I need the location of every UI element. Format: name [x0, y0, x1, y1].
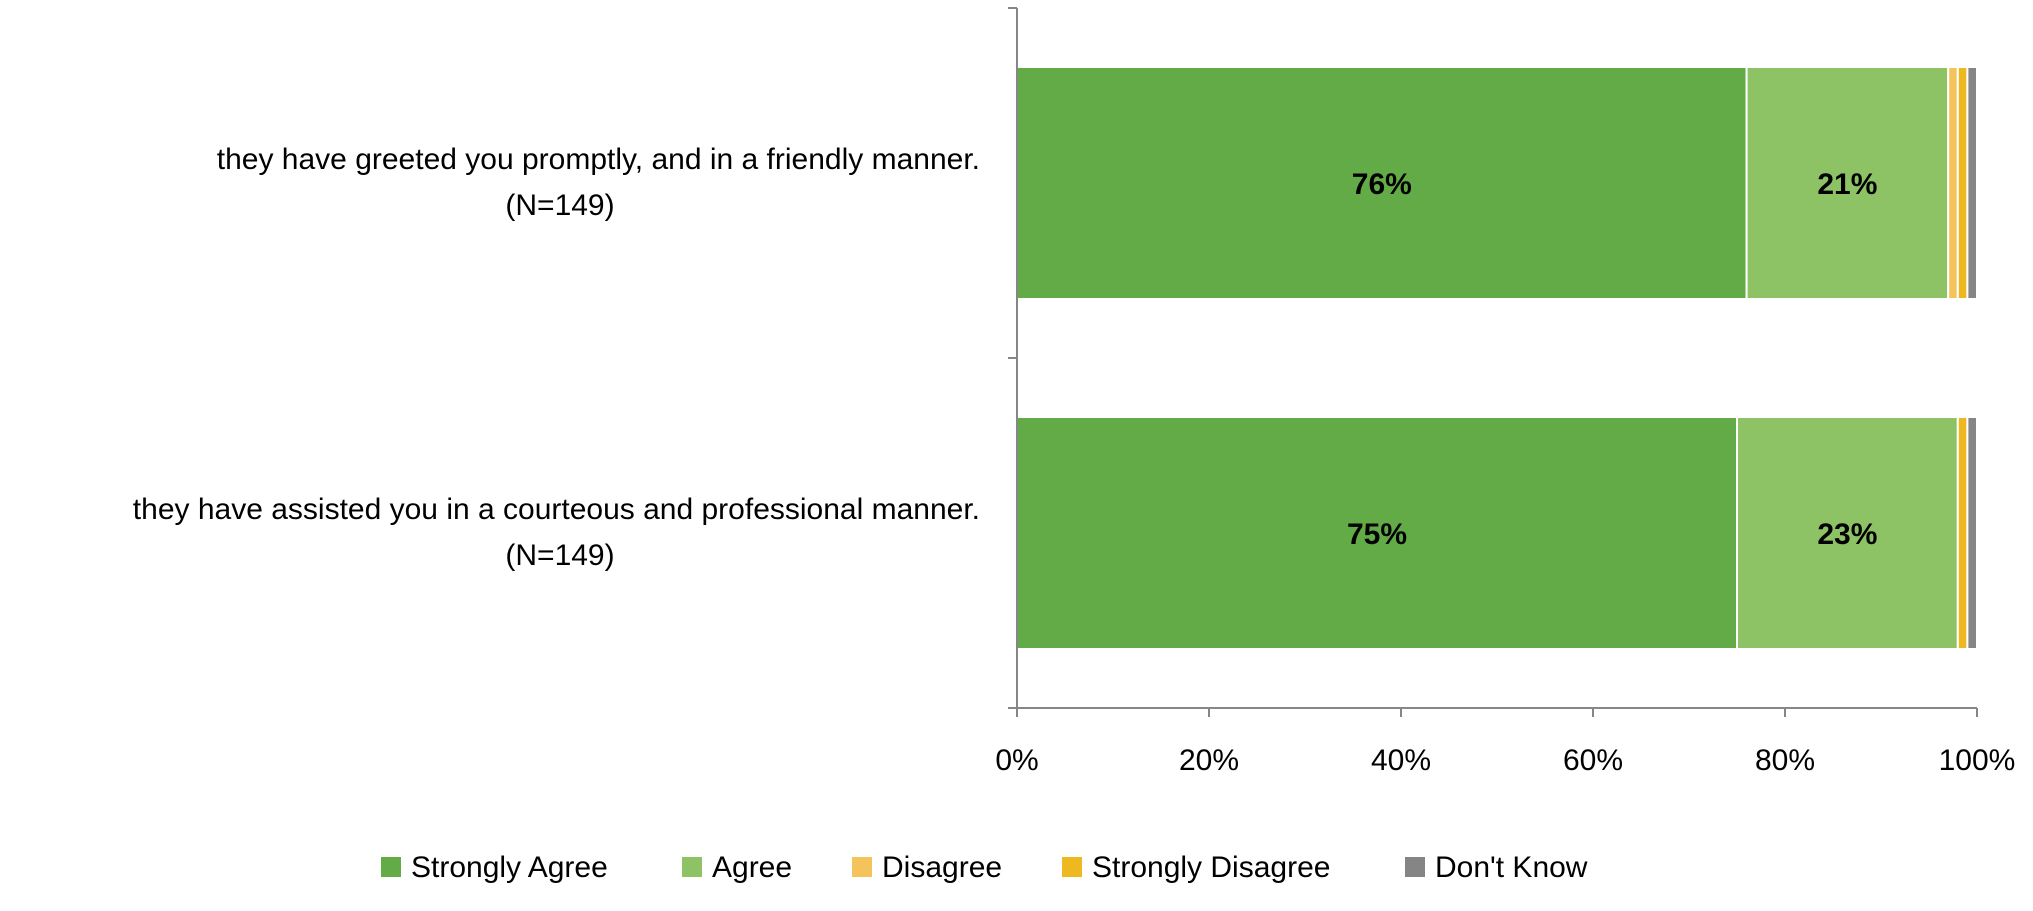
bar-segment: [1956, 66, 1969, 300]
bar-segment: [1016, 416, 1738, 650]
data-labels-group: 76% 21% 75% 23%: [1347, 168, 1877, 551]
bar-segment: [1016, 66, 1748, 300]
legend-label: Disagree: [882, 851, 1002, 884]
axes-group: 0% 20% 40% 60% 80% 100%: [995, 7, 2016, 777]
legend-swatch: [682, 857, 702, 877]
data-label: 21%: [1817, 168, 1877, 201]
bar-segment: [1736, 416, 1959, 650]
bar-segment: [1947, 66, 1959, 300]
x-tick-label: 0%: [995, 744, 1038, 777]
data-label: 76%: [1352, 168, 1412, 201]
x-tick-label: 40%: [1371, 744, 1431, 777]
bar-segment: [1956, 416, 1969, 650]
x-tick-label: 60%: [1563, 744, 1623, 777]
x-tick-label: 80%: [1755, 744, 1815, 777]
legend-swatch: [381, 857, 401, 877]
bar-segment: [1966, 416, 1979, 650]
data-label: 75%: [1347, 518, 1407, 551]
legend-label: Strongly Disagree: [1092, 851, 1330, 884]
category-label: (N=149): [505, 539, 614, 572]
category-label: they have greeted you promptly, and in a…: [217, 143, 980, 176]
data-label: 23%: [1817, 518, 1877, 551]
legend-label: Strongly Agree: [411, 851, 608, 884]
x-tick-label: 20%: [1179, 744, 1239, 777]
category-label: (N=149): [505, 189, 614, 222]
bar-segment: [1745, 66, 1950, 300]
legend-swatch: [852, 857, 872, 877]
category-labels-group: they have greeted you promptly, and in a…: [133, 143, 980, 572]
bars-group: [1016, 66, 1979, 650]
legend-label: Agree: [712, 851, 792, 884]
bar-segment: [1966, 66, 1979, 300]
legend-swatch: [1062, 857, 1082, 877]
legend-swatch: [1405, 857, 1425, 877]
x-tick-label: 100%: [1939, 744, 2016, 777]
category-label: they have assisted you in a courteous an…: [133, 493, 980, 526]
legend-label: Don't Know: [1435, 851, 1588, 884]
legend: Strongly Agree Agree Disagree Strongly Disa…: [381, 851, 1588, 884]
